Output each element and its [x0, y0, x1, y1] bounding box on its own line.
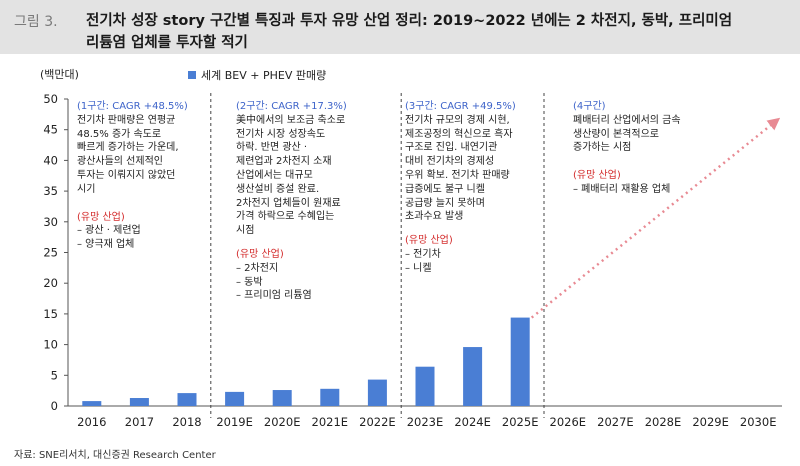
section-2-body-line: 전기차 시장 성장속도 [236, 128, 326, 140]
section-3-body-line: 급증에도 불구 니켈 [405, 183, 485, 195]
source-note: 자료: SNE리서치, 대신증권 Research Center [14, 450, 216, 461]
section-2-body-line: 가격 하락으로 수혜입는 [236, 211, 335, 223]
section-1-item: – 양극재 업체 [77, 239, 135, 251]
y-tick-label: 45 [43, 123, 58, 137]
section-2-item: – 프리미엄 리튬염 [236, 290, 312, 302]
figure-header: 그림 3. 전기차 성장 story 구간별 특징과 투자 유망 산업 정리: … [0, 0, 800, 54]
bar [225, 391, 245, 406]
section-1-body-line: 빠르게 증가하는 가운데, [77, 142, 179, 154]
figure-title-line1: 전기차 성장 story 구간별 특징과 투자 유망 산업 정리: 2019~2… [86, 13, 733, 29]
y-tick-label: 5 [51, 368, 58, 382]
y-tick-label: 50 [43, 92, 58, 106]
section-3-body-line: 구조로 진입. 내연기관 [405, 142, 498, 154]
x-tick-label: 2026E [550, 415, 587, 429]
y-tick-label: 30 [43, 215, 58, 229]
section-3-body-line: 대비 전기차의 경제성 [405, 156, 495, 168]
bar [510, 317, 530, 406]
section-3-body-line: 초과수요 발생 [405, 211, 464, 223]
y-tick-label: 40 [43, 153, 58, 167]
section-4-promising-label: (유망 산업) [573, 170, 621, 182]
section-1-body-line: 광산사들의 선제적인 [77, 156, 163, 168]
x-tick-label: 2017 [125, 415, 154, 429]
section-2-body-line: 2차전지 업체들이 원재료 [236, 197, 341, 209]
section-1-promising-label: (유망 산업) [77, 211, 125, 223]
section-3-body-line: 제조공정의 혁신으로 흑자 [405, 128, 513, 140]
section-4-item: – 폐배터리 재활용 업체 [573, 183, 671, 195]
x-tick-label: 2019E [216, 415, 253, 429]
legend-swatch [188, 71, 196, 79]
section-2-item: – 2차전지 [236, 262, 279, 274]
y-axis-unit: (백만대) [40, 68, 79, 81]
section-2-body-line: 하락. 반면 광산 · [236, 142, 308, 154]
x-tick-label: 2020E [264, 415, 301, 429]
section-2-promising-label: (유망 산업) [236, 248, 284, 260]
section-3-heading: (3구간: CAGR +49.5%) [405, 101, 516, 112]
y-tick-label: 15 [43, 307, 58, 321]
x-tick-label: 2024E [454, 415, 491, 429]
section-2-body-line: 생산설비 증설 완료. [236, 183, 320, 195]
section-1-body-line: 투자는 이뤄지지 않았던 [77, 169, 176, 181]
y-tick-label: 25 [43, 246, 58, 260]
section-3-note: (3구간: CAGR +49.5%) 전기차 규모의 경제 시현, 제조공정의 … [405, 100, 535, 276]
section-1-heading: (1구간: CAGR +48.5%) [77, 101, 188, 112]
section-1-body-line: 시기 [77, 183, 96, 195]
section-1-body-line: 48.5% 증가 속도로 [77, 128, 162, 140]
section-2-item: – 동박 [236, 276, 263, 288]
bar [367, 379, 387, 406]
section-3-body-line: 전기차 규모의 경제 시현, [405, 114, 510, 126]
legend: 세계 BEV + PHEV 판매량 [188, 67, 326, 83]
section-1-item: – 광산 · 제련업 [77, 225, 141, 237]
x-tick-label: 2016 [77, 415, 106, 429]
x-tick-label: 2030E [740, 415, 777, 429]
bar [82, 401, 102, 406]
section-2-body-line: 산업에서는 대규모 [236, 169, 313, 181]
section-4-body-line: 폐배터리 산업에서의 금속 [573, 114, 681, 126]
y-tick-label: 10 [43, 338, 58, 352]
bar [272, 390, 292, 406]
bar [129, 398, 149, 406]
section-2-note: (2구간: CAGR +17.3%) 美中에서의 보조금 축소로 전기차 시장 … [236, 100, 386, 303]
x-tick-label: 2022E [359, 415, 396, 429]
y-tick-label: 35 [43, 184, 58, 198]
figure-label: 그림 3. [14, 14, 58, 30]
section-2-body-line: 美中에서의 보조금 축소로 [236, 114, 346, 126]
bar [320, 388, 340, 406]
section-2-heading: (2구간: CAGR +17.3%) [236, 101, 347, 112]
y-tick-label: 0 [51, 399, 58, 413]
section-1-body-line: 전기차 판매량은 연평균 [77, 114, 176, 126]
x-tick-label: 2027E [597, 415, 634, 429]
x-tick-label: 2025E [502, 415, 539, 429]
section-2-body-line: 제련업과 2차전지 소재 [236, 156, 332, 168]
bar [177, 393, 197, 406]
section-3-body-line: 우위 확보. 전기차 판매량 [405, 169, 510, 181]
y-tick-label: 20 [43, 276, 58, 290]
section-2-body-line: 시점 [236, 225, 255, 237]
x-tick-label: 2021E [312, 415, 349, 429]
figure-title-line2: 리튬염 업체를 투자할 적기 [86, 35, 248, 51]
section-4-note: (4구간) 폐배터리 산업에서의 금속 생산량이 본격적으로 증가하는 시점 (… [573, 100, 743, 197]
section-3-item: – 니켈 [405, 262, 432, 274]
section-4-heading: (4구간) [573, 101, 606, 112]
x-tick-label: 2023E [407, 415, 444, 429]
bar [415, 366, 435, 406]
bar [463, 347, 483, 406]
x-tick-label: 2028E [645, 415, 682, 429]
section-3-body-line: 공급량 늘지 못하며 [405, 197, 485, 209]
section-3-item: – 전기차 [405, 248, 441, 260]
x-tick-label: 2018 [172, 415, 201, 429]
section-1-note: (1구간: CAGR +48.5%) 전기차 판매량은 연평균 48.5% 증가… [77, 100, 227, 252]
section-4-body-line: 증가하는 시점 [573, 142, 632, 154]
section-4-body-line: 생산량이 본격적으로 [573, 128, 659, 140]
section-3-promising-label: (유망 산업) [405, 235, 453, 247]
x-tick-label: 2029E [692, 415, 729, 429]
legend-label: 세계 BEV + PHEV 판매량 [201, 69, 327, 82]
